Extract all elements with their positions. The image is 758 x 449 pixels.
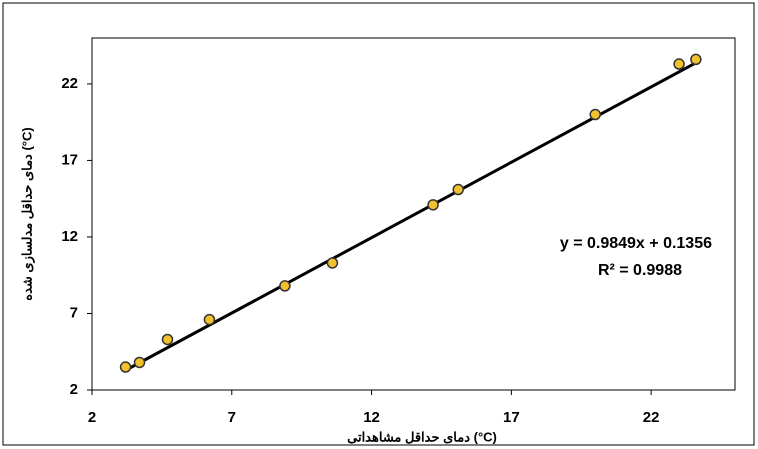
data-point [453,185,463,195]
chart: دمای حداقل مشاهداتی (°C) دمای حداقل مدلس… [0,0,758,449]
data-point [280,281,290,291]
x-axis-label: دمای حداقل مشاهداتی (°C) [347,429,497,444]
data-point [204,315,214,325]
x-tick-label: 7 [228,409,236,426]
data-point [162,334,172,344]
chart-frame [3,3,754,445]
y-tick-label: 17 [61,151,78,168]
r-squared: R² = 0.9988 [598,262,682,279]
y-tick-label: 2 [70,381,78,398]
data-point [674,59,684,69]
data-point [121,362,131,372]
data-point [135,357,145,367]
x-tick-label: 2 [88,409,96,426]
data-point [327,258,337,268]
data-point [428,200,438,210]
x-tick-label: 22 [643,409,660,426]
data-point [691,54,701,64]
y-tick-label: 22 [61,75,78,92]
trend-equation: y = 0.9849x + 0.1356 [560,235,712,252]
y-axis-label: دمای حداقل مدلسازی شده (°C) [19,127,35,300]
x-tick-label: 12 [363,409,380,426]
y-tick-label: 7 [70,304,78,321]
y-tick-label: 12 [61,228,78,245]
x-tick-label: 17 [503,409,520,426]
data-point [590,110,600,120]
